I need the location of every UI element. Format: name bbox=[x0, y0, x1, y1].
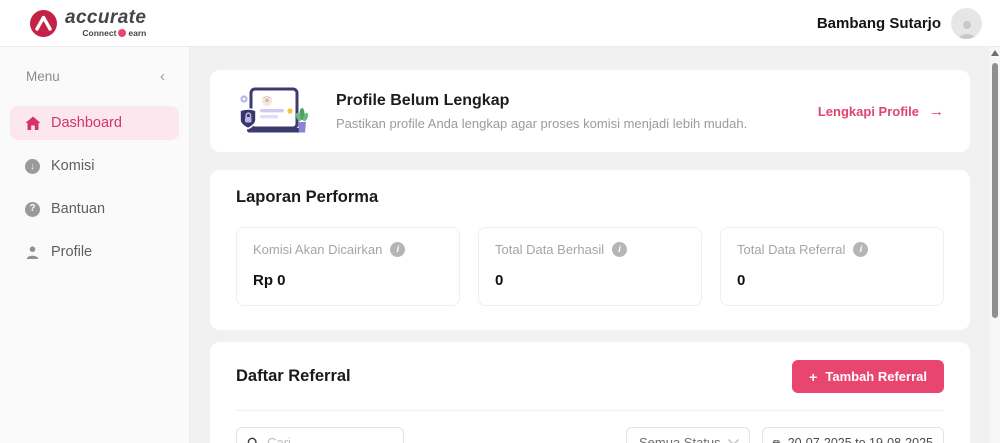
info-icon[interactable] bbox=[853, 242, 869, 257]
top-header: accurate Connect earn Bambang Sutarjo bbox=[0, 0, 1000, 47]
info-icon[interactable] bbox=[612, 242, 628, 257]
referral-list-card: Daftar Referral + Tambah Referral Semua … bbox=[210, 342, 970, 443]
search-icon bbox=[247, 437, 257, 443]
performance-title: Laporan Performa bbox=[236, 188, 379, 206]
brand-logo: accurate Connect earn bbox=[30, 8, 146, 38]
user-menu[interactable]: Bambang Sutarjo bbox=[816, 7, 982, 39]
arrow-right-icon: → bbox=[929, 102, 944, 120]
stat-value: 0 bbox=[495, 272, 504, 289]
calendar-icon bbox=[773, 439, 780, 443]
profile-incomplete-banner: Profile Belum Lengkap Pastikan profile A… bbox=[210, 70, 970, 152]
divider bbox=[236, 410, 944, 411]
stat-value: Rp 0 bbox=[253, 272, 286, 289]
sidebar-item-komisi[interactable]: Komisi bbox=[10, 149, 179, 183]
banner-description: Pastikan profile Anda lengkap agar prose… bbox=[336, 115, 748, 131]
accurate-logo-icon bbox=[30, 9, 57, 37]
stat-label: Total Data Referral bbox=[737, 242, 846, 257]
plus-icon: + bbox=[809, 368, 818, 385]
stat-label: Total Data Berhasil bbox=[495, 242, 605, 257]
performance-report-card: Laporan Performa Komisi Akan Dicairkan R… bbox=[210, 170, 970, 330]
sidebar-item-profile[interactable]: Profile bbox=[10, 235, 179, 269]
stat-card-data-referral: Total Data Referral 0 bbox=[720, 227, 944, 306]
sidebar-item-label: Bantuan bbox=[51, 201, 106, 217]
avatar[interactable] bbox=[951, 7, 982, 39]
commission-icon bbox=[24, 158, 41, 175]
profile-laptop-illustration bbox=[239, 87, 309, 133]
complete-profile-link[interactable]: Lengkapi Profile → bbox=[817, 102, 944, 120]
sidebar-item-dashboard[interactable]: Dashboard bbox=[10, 106, 179, 140]
sidebar-item-bantuan[interactable]: Bantuan bbox=[10, 192, 179, 226]
sidebar: Menu ‹ Dashboard Komisi Bantuan Profile bbox=[0, 47, 190, 443]
vertical-scrollbar[interactable] bbox=[990, 47, 1000, 443]
scrollbar-thumb[interactable] bbox=[992, 63, 998, 318]
menu-label: Menu bbox=[26, 69, 60, 84]
stat-card-data-berhasil: Total Data Berhasil 0 bbox=[478, 227, 702, 306]
search-box[interactable] bbox=[236, 427, 404, 443]
help-icon bbox=[24, 201, 41, 218]
stat-value: 0 bbox=[737, 272, 746, 289]
user-name: Bambang Sutarjo bbox=[816, 14, 941, 32]
add-referral-button[interactable]: + Tambah Referral bbox=[792, 360, 944, 393]
tagline-dot-icon bbox=[118, 29, 127, 37]
status-filter-select[interactable]: Semua Status bbox=[626, 427, 750, 443]
stat-label: Komisi Akan Dicairkan bbox=[253, 242, 383, 257]
sidebar-collapse-icon[interactable]: ‹ bbox=[160, 68, 165, 85]
chevron-down-icon bbox=[728, 439, 739, 443]
sidebar-item-label: Dashboard bbox=[51, 115, 122, 131]
referral-title: Daftar Referral bbox=[236, 367, 351, 385]
scroll-up-icon[interactable] bbox=[991, 50, 999, 56]
sidebar-item-label: Profile bbox=[51, 244, 93, 260]
brand-name: accurate bbox=[65, 7, 147, 28]
search-input[interactable] bbox=[267, 435, 393, 443]
date-range-picker[interactable]: 20-07-2025 to 19-08-2025 bbox=[762, 427, 944, 443]
home-icon bbox=[24, 115, 41, 132]
main-content: Profile Belum Lengkap Pastikan profile A… bbox=[190, 47, 1000, 443]
banner-title: Profile Belum Lengkap bbox=[336, 91, 510, 109]
info-icon[interactable] bbox=[390, 242, 406, 257]
sidebar-item-label: Komisi bbox=[51, 158, 95, 174]
date-range-value: 20-07-2025 to 19-08-2025 bbox=[787, 435, 933, 443]
person-icon bbox=[24, 244, 41, 261]
stat-card-komisi: Komisi Akan Dicairkan Rp 0 bbox=[236, 227, 460, 306]
brand-tagline: Connect earn bbox=[82, 28, 147, 38]
person-silhouette-icon bbox=[958, 20, 975, 39]
